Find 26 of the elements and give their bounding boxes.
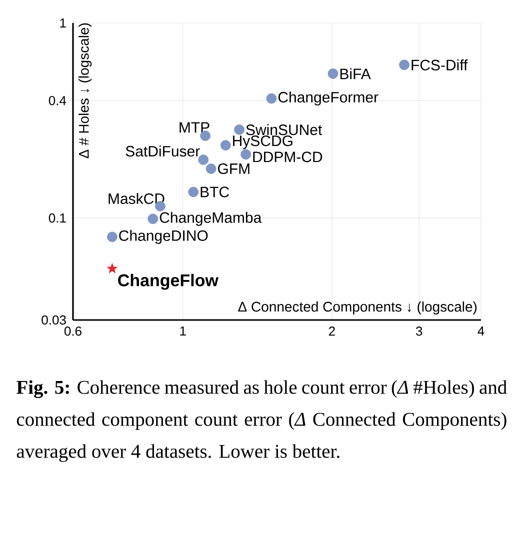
- x-tick-label: 4: [478, 326, 484, 336]
- series-label: ChangeFlow: [118, 274, 218, 290]
- x-tick-label: 3: [416, 326, 422, 336]
- text: Fig. 5: Coherence measured as hole count error (Δ #Holes) and connected component count error (Δ Connected Components) averaged over 4 datasets. Lower is better.: [16, 380, 507, 462]
- annotation: ChangeDINO: [119, 230, 208, 244]
- y-tick-label: 0.4: [48, 96, 66, 106]
- x-tick-label: 0.6: [64, 326, 82, 336]
- annotation: GFM: [218, 163, 250, 174]
- annotation: MTP: [180, 122, 210, 133]
- annotation: HySCDG: [233, 136, 292, 150]
- y-tick-label: 1: [60, 18, 66, 28]
- annotation: SwinSUNet: [246, 124, 322, 136]
- y-axis-title: Δ # Holes ↓ (logscale): [78, 23, 92, 158]
- x-tick-label: 2: [328, 326, 335, 336]
- annotation: SatDiFuser: [126, 146, 200, 157]
- annotation: DDPM-CD: [253, 152, 322, 162]
- annotation: BiFA: [340, 68, 371, 80]
- annotation: BTC: [200, 186, 229, 198]
- annotation: ChangeFormer: [278, 92, 378, 106]
- y-tick-label: 0.1: [48, 213, 66, 223]
- x-tick-label: 1: [180, 326, 186, 336]
- x-axis-title: Δ Connected Components ↓ (logscale): [238, 301, 477, 314]
- annotation: FCS-Diff: [412, 59, 468, 70]
- y-tick-label: 0.03: [42, 315, 66, 325]
- annotation: ChangeMamba: [160, 212, 262, 226]
- annotation: MaskCD: [108, 192, 164, 204]
